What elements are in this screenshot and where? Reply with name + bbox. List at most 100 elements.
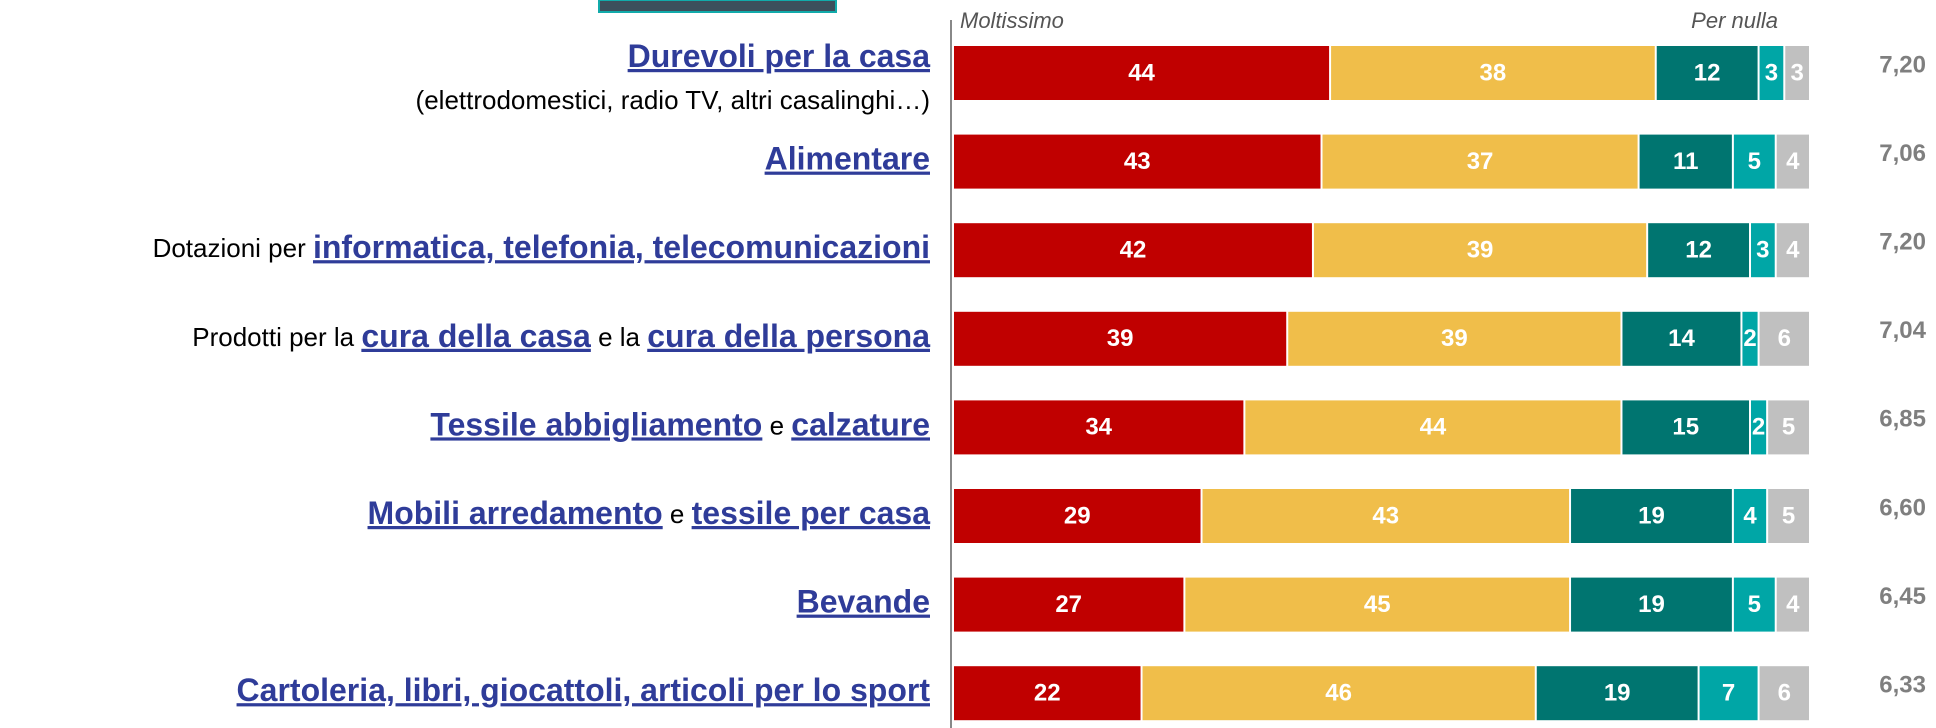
bar-segment [1742,311,1758,366]
category-label: Dotazioni per informatica, telefonia, te… [153,230,930,266]
category-link[interactable]: Bevande [797,584,930,620]
bar-segment [954,666,1141,721]
score-label: 7,20 [1879,229,1926,256]
bar-segment [1622,400,1750,455]
bar-segment [1571,577,1732,632]
category-link[interactable]: tessile per casa [692,495,931,531]
bar-segment [1759,311,1809,366]
value-label: 4 [1786,237,1800,264]
scale-label: Per nulla [1691,8,1778,33]
category-label: Cartoleria, libri, giocattoli, articoli … [237,673,931,709]
value-label: 19 [1638,591,1665,618]
value-label: 22 [1034,680,1061,707]
bar-segment [1142,666,1535,721]
value-label: 42 [1120,237,1147,264]
category-link[interactable]: Cartoleria, libri, giocattoli, articoli … [237,673,931,709]
bar-segment [1313,223,1647,278]
value-label: 12 [1694,59,1721,86]
bar-segment [954,311,1287,366]
value-label: 3 [1765,59,1778,86]
score-label: 6,60 [1879,494,1926,521]
value-label: 14 [1668,325,1695,352]
bar-segment [1733,489,1767,543]
bar-segment [954,134,1321,189]
bar-segment [1536,666,1698,721]
value-label: 4 [1786,148,1800,175]
bar-segment [1768,489,1809,543]
bar-segment [1622,311,1741,366]
value-label: 39 [1467,237,1494,264]
category-link[interactable]: cura della persona [647,318,930,354]
value-label: 39 [1107,325,1134,352]
value-label: 5 [1782,502,1795,529]
bar-segment [1776,223,1809,278]
bar-segment [1245,400,1621,455]
bar-segment [1648,223,1750,278]
bar-segment [1785,46,1809,100]
category-text: Prodotti per la [192,322,361,352]
category-text: Dotazioni per [153,233,313,263]
value-label: 46 [1325,680,1352,707]
category-link[interactable]: informatica, telefonia, telecomunicazion… [313,230,930,266]
bar-segment [954,223,1312,278]
bar-segment [954,577,1184,632]
category-link[interactable]: Alimentare [765,141,930,177]
value-label: 5 [1748,148,1761,175]
category-link[interactable]: Tessile abbigliamento [430,407,762,443]
value-label: 34 [1085,414,1112,441]
value-label: 29 [1064,502,1091,529]
bar-segment [1571,489,1732,543]
bar-segment [1639,134,1732,189]
value-label: 43 [1124,148,1151,175]
bar-segment [1656,46,1758,100]
category-label: Tessile abbigliamento e calzature [430,407,930,443]
value-label: 3 [1790,59,1803,86]
value-label: 5 [1782,414,1795,441]
bar-segment [954,400,1244,455]
bar-segment [954,489,1201,543]
bar-segment [1288,311,1621,366]
category-link[interactable]: cura della casa [361,318,591,354]
value-label: 6 [1778,680,1791,707]
bar-segment [1202,489,1570,543]
bar-segment [1185,577,1570,632]
value-label: 37 [1467,148,1494,175]
category-label: Bevande [797,584,930,620]
bar-segment [1751,223,1775,278]
category-text: e [762,410,791,440]
bar-segment [1322,134,1638,189]
category-text: e [663,499,692,529]
value-label: 43 [1372,502,1399,529]
score-label: 7,04 [1879,317,1926,344]
bar-segment [1751,400,1767,455]
value-label: 7 [1722,680,1735,707]
value-label: 19 [1638,502,1665,529]
value-label: 2 [1743,325,1756,352]
scale-label: Moltissimo [960,8,1064,33]
category-link[interactable]: Durevoli per la casa [628,38,931,74]
bar-segment [1733,134,1775,189]
category-link[interactable]: Mobili arredamento [368,495,663,531]
score-label: 7,20 [1879,51,1926,78]
value-label: 11 [1673,148,1698,175]
value-label: 19 [1604,680,1631,707]
bar-segment [1733,577,1775,632]
bar-segment [1776,577,1809,632]
value-label: 6 [1778,325,1791,352]
header-image [598,0,837,13]
value-label: 4 [1743,502,1757,529]
category-link[interactable]: calzature [791,407,930,443]
category-note: (elettrodomestici, radio TV, altri casal… [416,85,930,115]
value-label: 3 [1756,237,1769,264]
value-label: 45 [1364,591,1391,618]
category-label: Prodotti per la cura della casa e la cur… [192,318,930,354]
category-label: Alimentare [765,141,930,177]
bar-segment [1768,400,1809,455]
value-label: 44 [1128,59,1155,86]
value-label: 4 [1786,591,1800,618]
score-label: 7,06 [1879,140,1926,167]
score-label: 6,33 [1879,672,1926,699]
bar-segment [1331,46,1655,100]
value-label: 2 [1752,414,1765,441]
value-label: 12 [1685,237,1712,264]
